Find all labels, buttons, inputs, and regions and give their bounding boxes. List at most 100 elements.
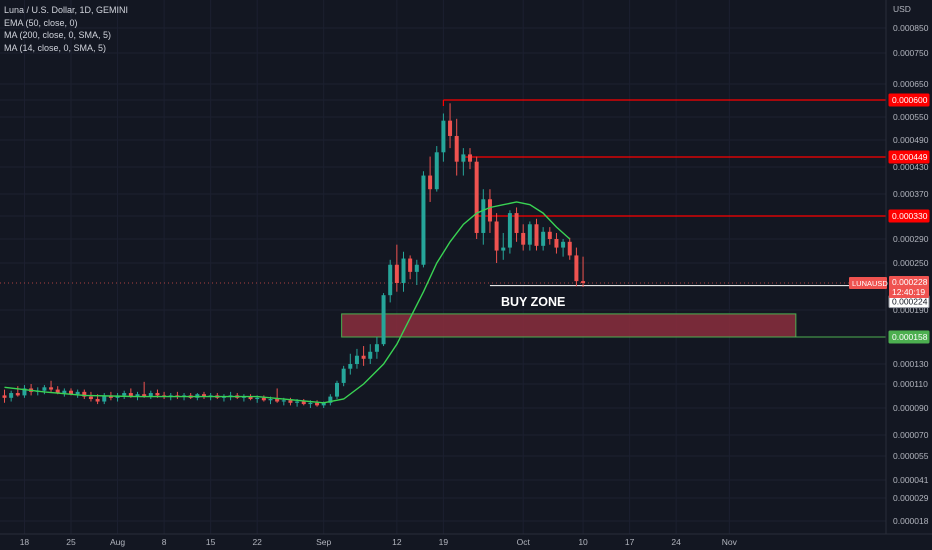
chart-legend: Luna / U.S. Dollar, 1D, GEMINI EMA (50, … <box>4 4 128 54</box>
buy-zone-label: BUY ZONE <box>501 295 565 309</box>
x-tick-label: 19 <box>439 537 449 547</box>
candle-body <box>69 390 73 395</box>
candle-body <box>394 264 399 283</box>
support-tag: 0.000158 <box>888 330 930 344</box>
candle-body <box>261 397 266 401</box>
y-tick-label: 0.000090 <box>893 403 929 413</box>
candle <box>474 156 479 239</box>
candle <box>414 259 419 285</box>
indicator-ema-50[interactable]: EMA (50, close, 0) <box>4 17 78 28</box>
candle-body <box>82 391 87 397</box>
x-tick-label: 12 <box>392 537 402 547</box>
candle <box>547 227 552 245</box>
indicator-ma-200[interactable]: MA (200, close, 0, SMA, 5) <box>4 30 112 40</box>
candle-body <box>414 264 419 272</box>
candle-body <box>561 241 566 248</box>
candle <box>49 380 54 392</box>
candle-body <box>202 394 206 397</box>
candle <box>335 380 339 400</box>
candle-body <box>9 393 14 398</box>
candle <box>514 207 519 242</box>
price-tags: 0.000600 0.000449 0.000330 0.000158 0.000224… <box>849 93 930 344</box>
resistance-tag-text: 0.000600 <box>892 95 928 105</box>
y-tick-label: 0.000130 <box>893 359 929 369</box>
candle-body <box>468 154 472 162</box>
y-tick-label: 0.000550 <box>893 112 929 122</box>
candle <box>527 221 532 251</box>
y-tick-label: 0.000750 <box>893 48 929 58</box>
time-axis[interactable]: 18 25 Aug 8 15 22 Sep 12 19 Oct 10 17 24 Nov <box>20 537 738 547</box>
candle <box>494 213 499 263</box>
last-price-value: 0.000228 <box>892 277 928 287</box>
candle <box>82 389 87 400</box>
y-tick-label: 0.000850 <box>893 23 929 33</box>
x-tick-label: 17 <box>625 537 635 547</box>
buy-zone-layer: BUY ZONE <box>341 295 797 338</box>
x-tick-label: 8 <box>162 537 167 547</box>
candle-body <box>128 393 133 397</box>
y-tick-label: 0.000490 <box>893 135 929 145</box>
candle-body <box>55 389 60 394</box>
candle-body <box>487 199 492 222</box>
resistance-tag: 0.000600 <box>888 93 930 107</box>
candle <box>428 156 433 202</box>
candle-body <box>321 402 326 406</box>
currency-label: USD <box>893 4 911 14</box>
symbol-tag-bg <box>849 277 887 289</box>
candle-body <box>354 355 359 364</box>
price-axis[interactable]: 0.000850 0.000750 0.000650 0.000550 0.000490… <box>893 23 929 526</box>
support-tag-text: 0.000158 <box>892 332 928 342</box>
candle-body <box>534 224 539 246</box>
candle <box>408 255 413 280</box>
candle-body <box>301 401 306 405</box>
x-tick-label: 24 <box>671 537 681 547</box>
candle <box>534 218 539 251</box>
candle-body <box>248 396 253 400</box>
support-tag-bg <box>888 330 930 344</box>
indicator-ma-14[interactable]: MA (14, close, 0, SMA, 5) <box>4 42 107 53</box>
candle-body <box>2 395 7 398</box>
candle-body <box>501 247 506 251</box>
candle-body <box>88 396 93 400</box>
candle-body <box>521 232 526 245</box>
candle <box>275 388 280 403</box>
candle <box>454 118 459 176</box>
y-tick-label: 0.000070 <box>893 430 929 440</box>
resistance-tag-bg <box>888 93 930 107</box>
candle-body <box>255 397 260 400</box>
candle-body <box>148 393 153 397</box>
candle <box>581 256 586 287</box>
candle-body <box>408 258 413 272</box>
candle-body <box>421 175 426 265</box>
candle <box>574 247 579 287</box>
resistance-tag-bg <box>888 209 930 223</box>
candle <box>9 390 14 402</box>
resistance-tag-text: 0.000449 <box>892 152 928 162</box>
candles <box>2 103 586 408</box>
candle-body <box>102 395 107 402</box>
candle-body <box>122 393 127 396</box>
x-tick-label: 15 <box>206 537 216 547</box>
last-price-countdown: 12:40:19 <box>892 287 925 297</box>
candle <box>328 394 333 406</box>
candle-body <box>441 120 446 153</box>
resistance-tag-text: 0.000330 <box>892 211 928 221</box>
x-tick-label: Nov <box>722 537 738 547</box>
candle-body <box>448 120 453 136</box>
x-tick-label: Oct <box>517 537 531 547</box>
candle-body <box>348 364 353 369</box>
candle-body <box>315 402 320 406</box>
candle <box>354 348 359 369</box>
symbol-title[interactable]: Luna / U.S. Dollar, 1D, GEMINI <box>4 5 129 15</box>
candle-body <box>581 281 586 283</box>
candle <box>348 353 353 375</box>
candle <box>381 293 386 347</box>
candle-body <box>328 396 333 403</box>
candle-body <box>42 387 47 391</box>
candle-body <box>547 231 552 239</box>
candle <box>361 346 366 366</box>
candle <box>388 259 393 303</box>
resistance-tag-bg <box>888 150 930 164</box>
x-tick-label: 10 <box>578 537 588 547</box>
